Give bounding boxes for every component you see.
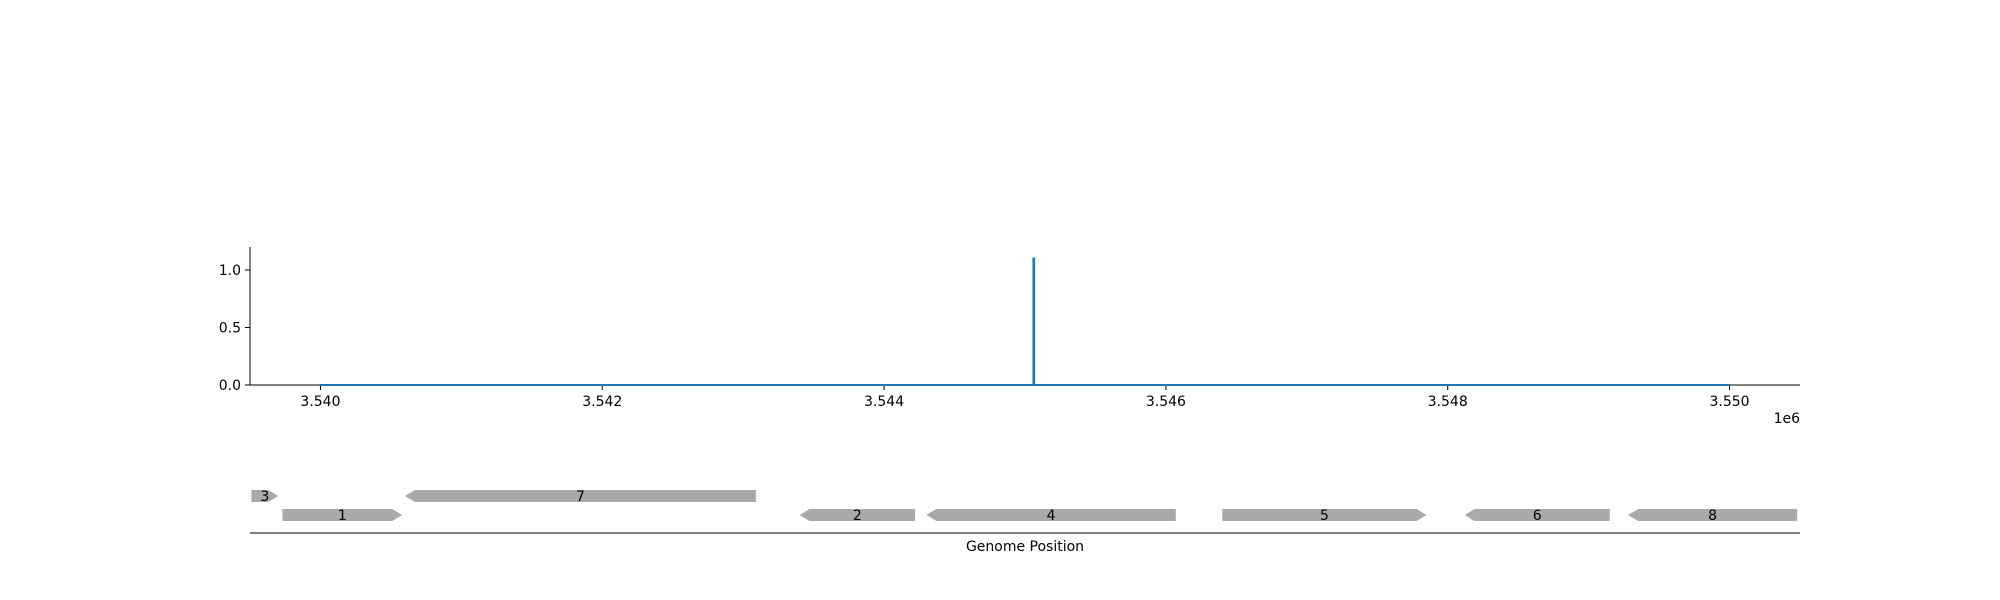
gene-label: 3 <box>260 489 269 505</box>
gene-arrow <box>1628 509 1798 521</box>
gene-arrow <box>251 490 279 502</box>
y-tick-label: 0.5 <box>219 321 241 337</box>
x-tick-label: 3.544 <box>864 394 904 410</box>
y-tick-label: 1.0 <box>219 263 241 279</box>
x-tick-label: 3.540 <box>300 394 340 410</box>
gene-track-x-label: Genome Position <box>966 539 1084 555</box>
gene-arrow <box>1464 509 1610 521</box>
gene-label: 6 <box>1533 508 1542 524</box>
coverage-plot: 0.00.51.03.540 3.542 3.544 3.546 3.548 3.550 … <box>219 247 1800 427</box>
x-tick-label: 3.548 <box>1428 394 1468 410</box>
gene-label: 7 <box>576 489 585 505</box>
y-tick-label: 0.0 <box>219 378 241 394</box>
gene-label: 8 <box>1708 508 1717 524</box>
x-axis-offset-label: 1e6 <box>1774 411 1801 427</box>
gene-arrow <box>799 509 916 521</box>
gene-features: 3 1 7 2 4 5 6 8 <box>251 489 1798 524</box>
gene-track: 3 1 7 2 4 5 6 8 Genome Position <box>250 489 1800 555</box>
gene-arrow <box>1222 509 1427 521</box>
coverage-line <box>320 257 1730 386</box>
gene-label: 2 <box>853 508 862 524</box>
gene-label: 1 <box>338 508 347 524</box>
gene-label: 4 <box>1047 508 1056 524</box>
gene-label: 5 <box>1320 508 1329 524</box>
coverage-series <box>320 257 1730 386</box>
gene-arrow <box>282 509 403 521</box>
x-tick-label: 3.542 <box>582 394 622 410</box>
x-tick-label: 3.550 <box>1709 394 1749 410</box>
x-tick-label: 3.546 <box>1146 394 1186 410</box>
gene-arrow <box>405 490 756 502</box>
gene-arrow <box>926 509 1176 521</box>
